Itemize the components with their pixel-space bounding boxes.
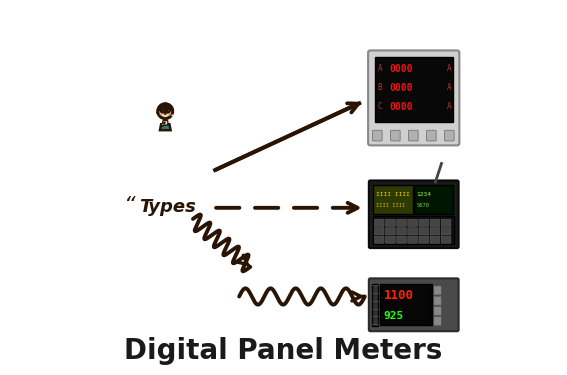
Text: 0000: 0000 [390,102,413,112]
FancyBboxPatch shape [380,284,432,325]
FancyBboxPatch shape [391,130,400,141]
Ellipse shape [165,113,166,114]
FancyBboxPatch shape [441,228,451,235]
Text: B: B [378,84,382,93]
FancyBboxPatch shape [374,228,384,235]
Text: 0000: 0000 [390,83,413,93]
Text: A: A [447,64,451,74]
FancyBboxPatch shape [434,286,441,295]
Polygon shape [160,124,171,130]
Text: A: A [378,64,382,74]
FancyBboxPatch shape [430,219,440,226]
Ellipse shape [158,112,159,113]
Text: Types: Types [139,198,196,216]
FancyBboxPatch shape [397,236,407,243]
Circle shape [161,109,164,112]
FancyBboxPatch shape [414,184,453,214]
Text: A: A [447,102,451,111]
FancyBboxPatch shape [430,228,440,235]
Circle shape [166,109,170,112]
FancyBboxPatch shape [163,120,168,125]
FancyBboxPatch shape [374,219,384,226]
Circle shape [167,110,169,112]
Text: 5678: 5678 [416,203,429,208]
Text: IIII IIII: IIII IIII [376,192,409,197]
Text: IIII IIII: IIII IIII [376,203,405,208]
FancyBboxPatch shape [373,184,413,214]
FancyBboxPatch shape [441,236,451,243]
FancyBboxPatch shape [430,236,440,243]
FancyBboxPatch shape [408,236,417,243]
FancyBboxPatch shape [408,219,417,226]
FancyBboxPatch shape [386,228,395,235]
Text: 1100: 1100 [384,290,413,302]
FancyBboxPatch shape [419,219,429,226]
Circle shape [158,104,173,118]
FancyBboxPatch shape [374,236,384,243]
FancyBboxPatch shape [434,317,441,326]
FancyBboxPatch shape [386,219,395,226]
FancyBboxPatch shape [408,228,417,235]
Text: .: . [380,293,383,299]
FancyBboxPatch shape [386,236,395,243]
FancyBboxPatch shape [372,284,378,326]
FancyBboxPatch shape [419,236,429,243]
Wedge shape [158,104,172,111]
Circle shape [159,112,163,116]
Text: .: . [380,313,383,319]
FancyBboxPatch shape [373,130,382,141]
Text: 1234: 1234 [416,192,431,197]
FancyBboxPatch shape [434,296,441,305]
FancyBboxPatch shape [369,278,459,331]
FancyBboxPatch shape [368,50,459,146]
Text: 0000: 0000 [390,64,413,74]
Text: Digital Panel Meters: Digital Panel Meters [124,337,443,365]
FancyBboxPatch shape [375,57,452,122]
Text: “: “ [123,196,134,216]
FancyBboxPatch shape [434,306,441,315]
Circle shape [162,110,164,112]
Text: 925: 925 [384,311,404,321]
Polygon shape [161,122,165,127]
Ellipse shape [158,111,159,114]
FancyBboxPatch shape [441,219,451,226]
FancyBboxPatch shape [397,228,407,235]
FancyBboxPatch shape [409,130,418,141]
FancyBboxPatch shape [373,216,454,244]
Text: C: C [378,102,382,111]
FancyBboxPatch shape [419,228,429,235]
FancyBboxPatch shape [445,130,454,141]
FancyBboxPatch shape [369,180,459,248]
Text: A: A [447,84,451,93]
Circle shape [168,112,171,116]
FancyBboxPatch shape [426,130,436,141]
FancyBboxPatch shape [397,219,407,226]
